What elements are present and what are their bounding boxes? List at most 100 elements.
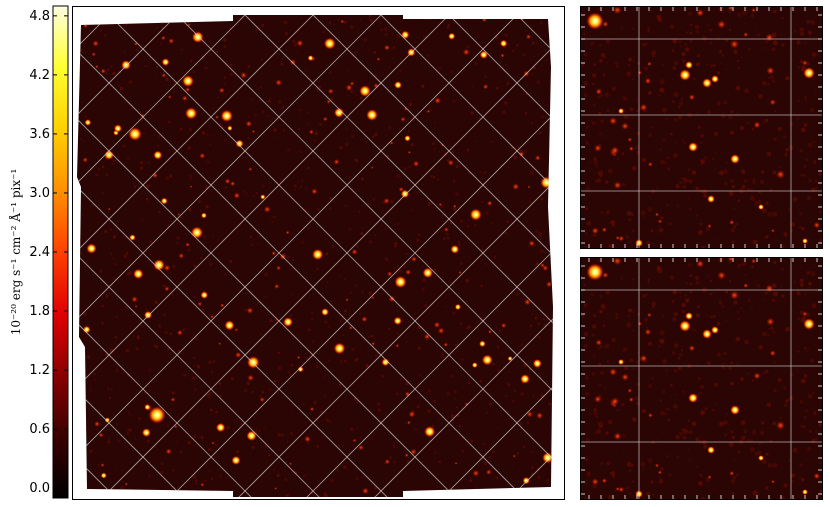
noise-speckle xyxy=(800,378,806,384)
noise-speckle xyxy=(433,268,437,272)
noise-speckle xyxy=(794,281,797,284)
bright-source xyxy=(121,60,131,70)
noise-speckle xyxy=(155,26,158,30)
noise-speckle xyxy=(602,324,606,327)
colorbar-tick-label: 1.2 xyxy=(29,363,50,378)
noise-speckle xyxy=(696,313,701,318)
noise-speckle xyxy=(496,345,500,349)
noise-speckle xyxy=(450,70,454,74)
noise-speckle xyxy=(673,311,679,317)
noise-speckle xyxy=(396,265,399,268)
noise-speckle xyxy=(650,229,654,233)
noise-speckle xyxy=(589,161,592,164)
bright-source xyxy=(297,366,304,373)
noise-speckle xyxy=(703,193,708,198)
noise-speckle xyxy=(714,382,719,387)
coordinate-grid xyxy=(581,7,822,248)
faint-source xyxy=(751,258,757,264)
colorbar-tick-label: 1.8 xyxy=(29,304,50,319)
faint-source xyxy=(646,312,652,318)
noise-speckle xyxy=(523,149,528,153)
noise-speckle xyxy=(736,112,739,115)
noise-speckle xyxy=(178,490,182,495)
noise-speckle xyxy=(357,210,361,213)
noise-speckle xyxy=(774,110,777,113)
noise-speckle xyxy=(530,8,533,11)
noise-speckle xyxy=(438,151,441,153)
noise-speckle xyxy=(647,341,652,346)
noise-speckle xyxy=(252,194,255,197)
noise-speckle xyxy=(696,62,701,67)
noise-speckle xyxy=(339,145,343,150)
noise-speckle xyxy=(736,59,740,63)
noise-speckle xyxy=(176,441,178,443)
faint-source xyxy=(447,159,455,167)
noise-speckle xyxy=(534,316,538,320)
noise-speckle xyxy=(739,126,744,130)
noise-speckle xyxy=(811,187,816,193)
noise-speckle xyxy=(349,291,353,295)
noise-speckle xyxy=(293,470,298,475)
faint-source xyxy=(442,15,448,21)
faint-source xyxy=(443,342,449,348)
noise-speckle xyxy=(470,439,474,443)
faint-source xyxy=(91,18,96,23)
noise-speckle xyxy=(100,351,102,353)
faint-source xyxy=(454,461,458,465)
noise-speckle xyxy=(346,345,349,348)
noise-speckle xyxy=(393,461,396,464)
noise-speckle xyxy=(630,212,634,216)
noise-speckle xyxy=(761,331,767,337)
bright-source xyxy=(394,275,407,289)
noise-speckle xyxy=(349,427,354,432)
noise-speckle xyxy=(407,130,410,133)
noise-speckle xyxy=(115,316,118,319)
noise-speckle xyxy=(374,197,377,199)
noise-speckle xyxy=(672,289,678,295)
faint-source xyxy=(601,226,608,233)
noise-speckle xyxy=(318,85,322,89)
noise-speckle xyxy=(672,66,677,71)
noise-speckle xyxy=(296,179,299,182)
faint-source xyxy=(610,145,620,155)
noise-speckle xyxy=(681,309,686,314)
noise-speckle xyxy=(797,316,801,321)
noise-speckle xyxy=(160,471,164,475)
noise-speckle xyxy=(636,351,639,354)
noise-speckle xyxy=(772,291,778,297)
noise-speckle xyxy=(294,318,296,321)
noise-speckle xyxy=(467,325,472,329)
noise-speckle xyxy=(126,156,130,160)
noise-speckle xyxy=(195,482,198,485)
noise-speckle xyxy=(94,173,99,177)
noise-speckle xyxy=(711,158,714,161)
noise-speckle xyxy=(683,142,686,144)
faint-source xyxy=(93,420,101,428)
noise-speckle xyxy=(83,427,87,431)
noise-speckle xyxy=(806,447,811,451)
noise-speckle xyxy=(393,446,396,448)
noise-speckle xyxy=(735,222,739,226)
noise-speckle xyxy=(709,28,713,32)
noise-speckle xyxy=(129,272,131,275)
noise-speckle xyxy=(600,211,604,214)
noise-speckle xyxy=(716,352,721,357)
faint-source xyxy=(728,219,735,226)
noise-speckle xyxy=(534,270,537,273)
noise-speckle xyxy=(410,142,415,147)
noise-speckle xyxy=(531,73,534,75)
noise-speckle xyxy=(746,121,750,125)
noise-speckle xyxy=(673,153,678,158)
faint-source xyxy=(322,116,328,122)
noise-speckle xyxy=(414,428,418,431)
noise-speckle xyxy=(229,63,233,67)
noise-speckle xyxy=(781,43,785,47)
noise-speckle xyxy=(80,252,83,255)
noise-speckle xyxy=(752,490,758,496)
noise-speckle xyxy=(384,32,388,36)
faint-source xyxy=(348,326,353,330)
noise-speckle xyxy=(468,432,471,435)
faint-source xyxy=(628,145,635,152)
bright-source xyxy=(104,150,114,160)
noise-speckle xyxy=(164,330,168,334)
